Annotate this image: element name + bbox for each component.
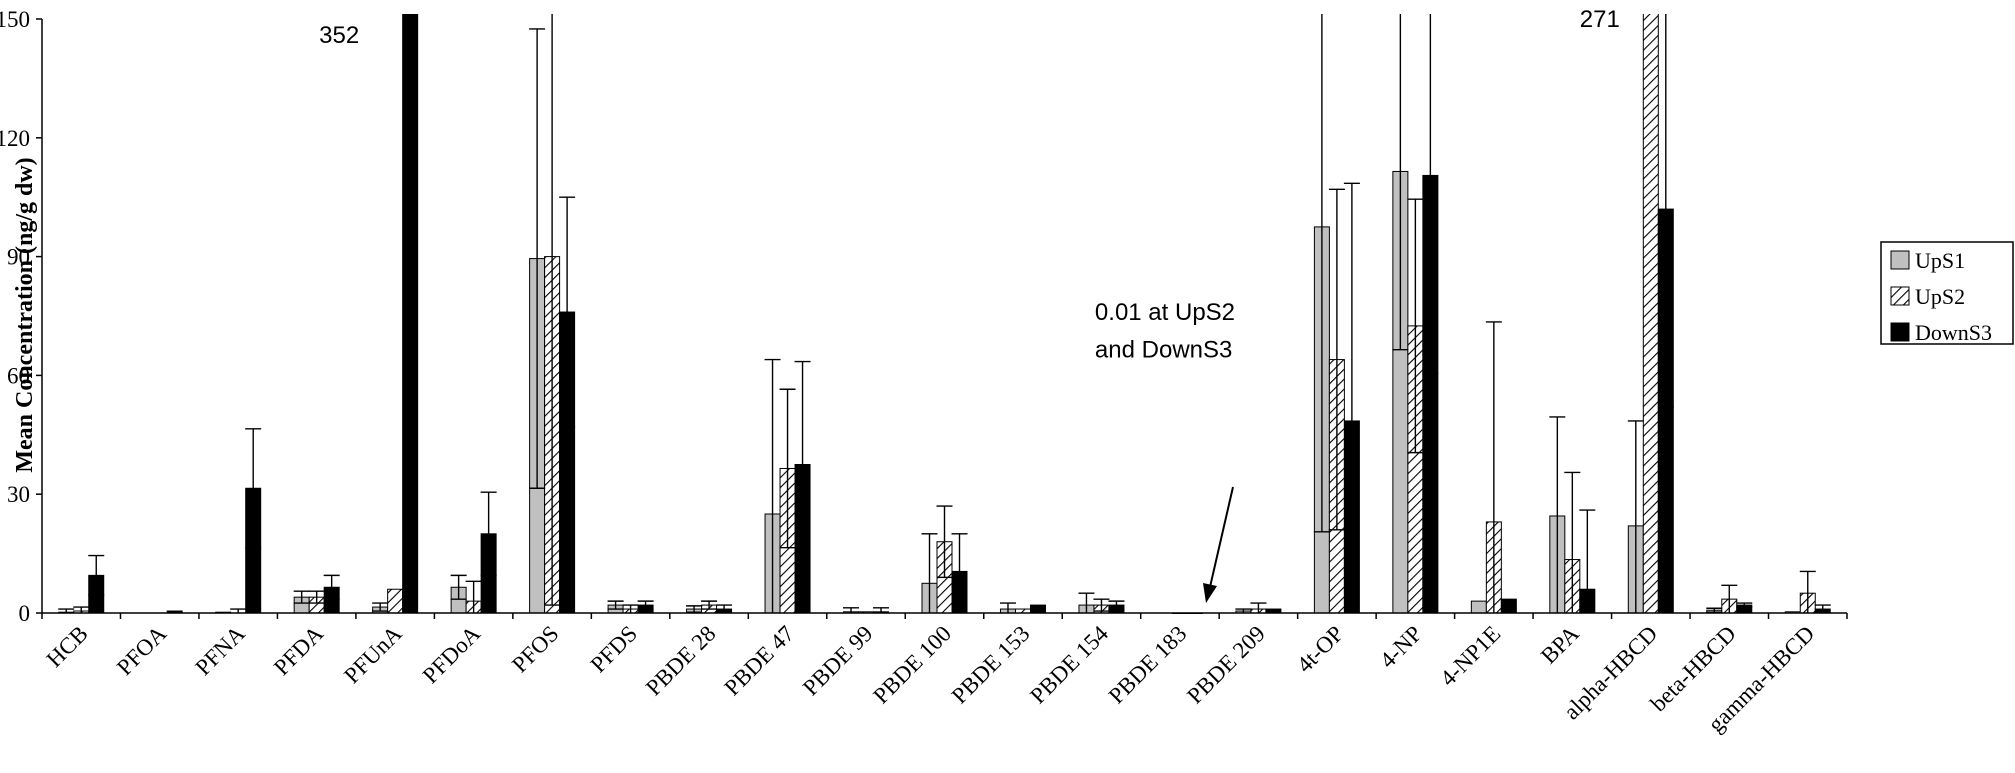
legend-label-ups2: UpS2 <box>1915 284 1965 309</box>
y-tick-label: 30 <box>7 482 30 507</box>
x-tick-label: PFDoA <box>418 621 486 689</box>
x-axis <box>41 612 1848 619</box>
bar-ups1 <box>1470 600 1487 614</box>
annotation-label: and DownS3 <box>1095 337 1232 364</box>
error-bars-group <box>58 14 1831 613</box>
bar-ups2 <box>1642 14 1659 614</box>
y-tick-label: 60 <box>7 363 30 388</box>
annotations: 352 271 0.01 at UpS2 and DownS3 <box>319 6 1620 364</box>
annotation-arrow-head <box>1203 583 1217 603</box>
bar-ups2 <box>387 588 404 614</box>
x-tick-label: PFOS <box>507 621 564 678</box>
x-tick-label: PBDE 153 <box>947 621 1035 709</box>
y-tick-label: 120 <box>0 126 30 151</box>
x-tick-label: PFOA <box>112 621 172 681</box>
x-tick-label: PFDS <box>586 621 643 678</box>
bars-group <box>58 14 1831 614</box>
x-tick-label: PFNA <box>190 621 250 681</box>
x-tick-label: BPA <box>1536 621 1584 669</box>
x-tick-label: PBDE 47 <box>719 621 799 701</box>
annotation-label: 271 <box>1580 6 1620 33</box>
y-tick-label: 90 <box>7 245 30 270</box>
x-tick-label: PBDE 28 <box>641 621 721 701</box>
x-tick-label: PBDE 183 <box>1104 621 1192 709</box>
legend-swatch-downs3 <box>1890 322 1910 342</box>
legend: UpS1 UpS2 DownS3 <box>1880 241 2014 345</box>
x-tick-label: PBDE 100 <box>868 621 956 709</box>
legend-label-downs3: DownS3 <box>1915 320 1992 345</box>
legend-swatch-ups2 <box>1890 286 1910 306</box>
bar-downs3 <box>402 14 419 614</box>
x-tick-label: PBDE 99 <box>798 621 878 701</box>
annotation-label: 352 <box>319 22 359 49</box>
y-axis: 0 30 60 90 120 150 <box>0 7 43 626</box>
x-tick-label: PFDA <box>269 621 329 681</box>
y-axis-title: Mean Concentration (ng/g dw) <box>12 157 38 472</box>
annotation-label: 0.01 at UpS2 <box>1095 299 1235 326</box>
legend-label-ups1: UpS1 <box>1915 248 1965 273</box>
x-tick-label: 4-NP1E <box>1435 621 1505 691</box>
x-tick-label: PFUnA <box>339 621 407 689</box>
annotation-arrow-line <box>1209 486 1234 588</box>
y-tick-label: 0 <box>19 601 31 626</box>
y-tick-label: 150 <box>0 7 30 32</box>
x-tick-label: HCB <box>42 621 93 672</box>
bar-downs3 <box>1500 598 1517 614</box>
x-tick-label: 4-NP <box>1375 621 1427 673</box>
legend-swatch-ups1 <box>1890 250 1910 270</box>
x-tick-label: 4t-OP <box>1292 621 1349 678</box>
x-tick-label: PBDE 154 <box>1025 621 1113 709</box>
x-tick-label: PBDE 209 <box>1182 621 1270 709</box>
bar-downs3 <box>1029 604 1046 614</box>
